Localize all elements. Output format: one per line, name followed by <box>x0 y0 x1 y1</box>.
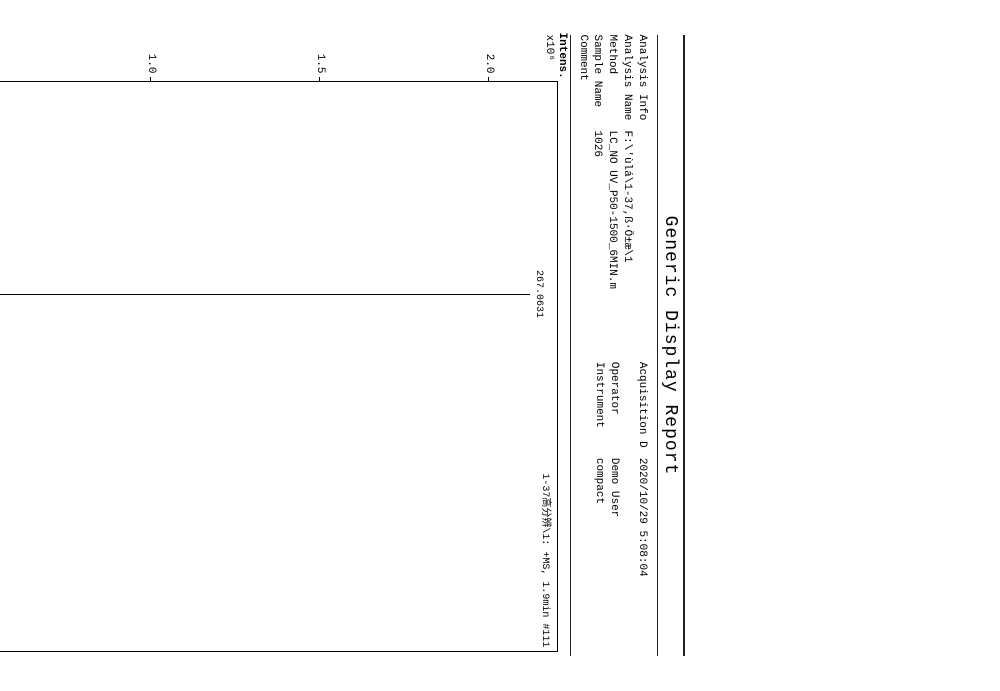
peak-label: 267.0631 <box>533 270 544 318</box>
info-header: Analysis Info <box>634 35 649 131</box>
acq-value: 2020/10/29 5:08:04 <box>634 458 649 657</box>
info-right-col: Acquisition D 2020/10/29 5:08:04 Operato… <box>575 362 649 657</box>
plot-inset-label: 1-37高分辨\1: +MS, 1.9min #111 <box>539 473 555 647</box>
sample-name-value: 1026 <box>590 131 605 362</box>
header-rule <box>570 35 571 657</box>
spectrum-plot-area: Intens. x10⁶ 1-37高分辨\1: +MS, 1.9min #111… <box>0 35 566 657</box>
sample-name-label: Sample Name <box>590 35 605 131</box>
y-tick <box>488 77 489 82</box>
analysis-name-label: Analysis Name <box>619 35 634 131</box>
report-page: Generic Display Report Analysis Info Ana… <box>0 0 691 691</box>
acq-label: Acquisition D <box>634 362 649 458</box>
title-wrap: Generic Display Report <box>655 0 691 691</box>
instrument-label: Instrument <box>591 362 606 458</box>
analysis-info-block: Analysis Info Analysis Name F:\'ùlá\1-37… <box>575 35 649 657</box>
analysis-name-value: F:\'ùlá\1-37,ß·Ö±æ\1 <box>619 131 634 362</box>
comment-value <box>575 131 590 362</box>
y-tick-label: 2.0 <box>483 54 495 74</box>
operator-label: Operator <box>606 362 621 458</box>
plot-box: 1-37高分辨\1: +MS, 1.9min #111 m/z 0.00.51.… <box>0 81 558 653</box>
method-label: Method <box>604 35 619 131</box>
info-left-col: Analysis Info Analysis Name F:\'ùlá\1-37… <box>575 35 649 362</box>
y-tick <box>150 77 151 82</box>
operator-value: Demo User <box>606 458 621 657</box>
instrument-value: compact <box>591 458 606 657</box>
comment-label: Comment <box>575 35 590 131</box>
method-value: LC_NO UV_P50-1500_6MIN.m <box>604 131 619 362</box>
y-tick <box>319 77 320 82</box>
y-axis-sublabel: x10⁶ <box>543 35 555 61</box>
report-title: Generic Display Report <box>657 35 685 657</box>
y-tick-label: 1.5 <box>314 54 326 74</box>
spectrum-peak <box>0 294 530 295</box>
y-tick-label: 1.0 <box>145 54 157 74</box>
y-axis-label: Intens. <box>556 33 568 79</box>
